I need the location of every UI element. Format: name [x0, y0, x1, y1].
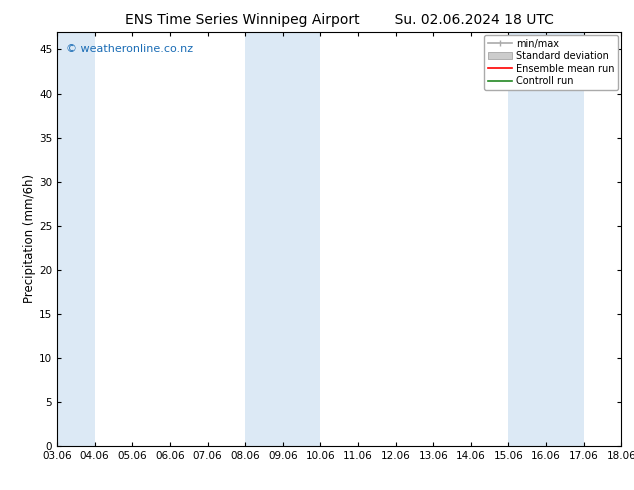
- Bar: [245, 32, 320, 446]
- Y-axis label: Precipitation (mm/6h): Precipitation (mm/6h): [23, 174, 36, 303]
- Bar: [508, 32, 584, 446]
- Title: ENS Time Series Winnipeg Airport        Su. 02.06.2024 18 UTC: ENS Time Series Winnipeg Airport Su. 02.…: [125, 13, 553, 26]
- Legend: min/max, Standard deviation, Ensemble mean run, Controll run: min/max, Standard deviation, Ensemble me…: [484, 35, 618, 90]
- Text: © weatheronline.co.nz: © weatheronline.co.nz: [65, 44, 193, 54]
- Bar: [57, 32, 94, 446]
